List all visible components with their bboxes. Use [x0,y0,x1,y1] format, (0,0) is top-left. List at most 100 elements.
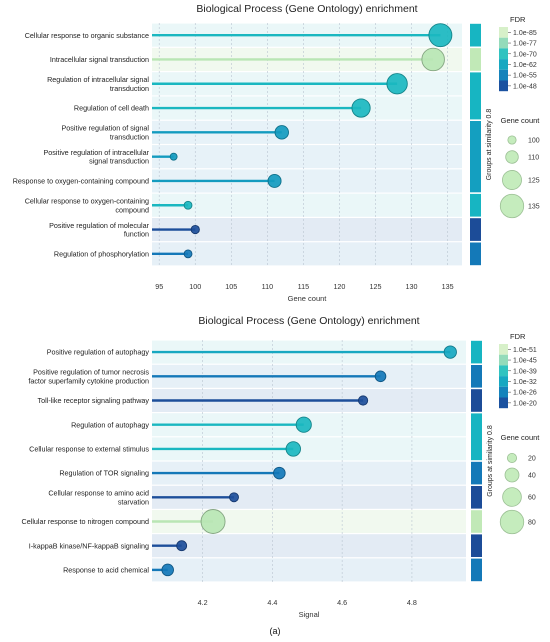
x-tick-label: 4.2 [198,598,208,607]
fdr-legend-label: 1.0e-55 [513,73,537,80]
category-label-line: transduction [110,132,149,141]
group-bar [470,242,481,266]
x-tick-label: 4.8 [407,598,417,607]
group-bar [470,218,481,241]
category-label-line: compound [115,205,149,214]
fdr-legend-label: 1.0e-62 [513,62,537,69]
fdr-legend-swatch [499,59,508,70]
category-label-line: Positive regulation of signal [62,124,150,133]
row-background [152,437,466,461]
fdr-legend-label: 1.0e-48 [513,83,537,90]
category-label-line: Toll-like receptor signaling pathway [38,396,150,405]
group-bar [470,72,481,120]
category-label-line: Regulation of TOR signaling [59,469,149,478]
category-label: Intracellular signal transduction [50,55,149,64]
fdr-legend-label: 1.0e-45 [513,358,537,365]
category-label: Positive regulation of signal transductio… [62,124,150,142]
category-label-line: Response to oxygen-containing compound [13,177,149,186]
category-label-line: Positive regulation of molecular [49,221,149,230]
category-label: Regulation of intracellular signal transd… [47,75,149,93]
row-background [152,169,462,193]
category-label-line: Regulation of phosphorylation [54,249,149,258]
group-axis-label: Groups at similarity 0.8 [486,109,493,181]
fdr-legend-label: 1.0e-32 [513,379,537,386]
row-background [152,242,462,266]
category-label: Regulation of autophagy [71,420,149,429]
row-background [152,534,466,558]
lollipop-dot [190,224,200,235]
x-tick-label: 4.6 [337,598,347,607]
lollipop-dot [200,509,226,534]
fdr-legend-swatch [499,397,508,409]
row-background [152,461,466,485]
size-legend-circle [502,170,522,190]
group-bar [471,389,482,412]
fdr-legend-swatch [499,354,508,366]
size-legend-circle [502,487,522,507]
size-legend-label: 60 [528,495,536,502]
lollipop-dot [351,98,371,118]
x-tick-label: 110 [262,282,273,291]
size-legend-circle [507,135,517,145]
category-label: Cellular response to amino acid starvatio… [48,489,149,507]
size-legend-title: Gene count [501,433,541,442]
category-label: Regulation of cell death [74,104,149,113]
fdr-legend-swatch [499,37,508,49]
fdr-legend-swatch [499,365,508,377]
group-bar [471,365,482,388]
chart-panel-bottom: Biological Process (Gene Ontology) enric… [22,315,541,619]
fdr-legend-swatch [499,48,508,60]
category-label: Response to oxygen-containing compound [13,177,149,186]
size-legend-label: 80 [528,520,536,527]
category-label: Response to acid chemical [63,566,149,575]
group-bar [471,486,482,509]
lollipop-dot [229,492,239,503]
category-label-line: Regulation of autophagy [71,420,149,429]
fdr-legend-label: 1.0e-39 [513,368,537,375]
category-label-line: Regulation of cell death [74,104,149,113]
category-label-line: Intracellular signal transduction [50,55,149,64]
group-bar [471,534,482,557]
lollipop-dot [267,173,282,188]
fdr-legend-swatch [499,344,508,355]
fdr-legend-swatch [499,376,508,387]
category-label-line: Cellular response to external stimulus [29,445,149,454]
category-label-line: signal transduction [89,157,149,166]
size-legend-label: 135 [528,204,540,211]
group-bar [471,340,482,364]
size-legend-title: Gene count [501,116,541,125]
category-label: Cellular response to organic substance [25,31,149,40]
lollipop-dot [428,23,453,48]
category-label-line: transduction [110,84,149,93]
category-label-line: function [124,230,149,239]
fdr-legend-swatch [499,386,508,398]
category-label: Cellular response to oxygen-containing co… [25,196,149,214]
x-tick-label: 100 [189,282,201,291]
group-bar [470,48,481,71]
size-legend-label: 100 [528,138,540,145]
group-bar [470,193,481,217]
category-label-line: Positive regulation of intracellular [44,148,150,157]
chart-panel-top: Biological Process (Gene Ontology) enric… [13,3,541,303]
row-background [152,120,462,144]
category-label: Toll-like receptor signaling pathway [38,396,150,405]
lollipop-dot [274,125,289,140]
fdr-legend-label: 1.0e-51 [513,347,537,354]
lollipop-dot [443,345,457,359]
fdr-legend-swatch [499,80,508,92]
size-legend-label: 20 [528,456,536,463]
lollipop-dot [273,466,286,480]
size-legend-label: 40 [528,473,536,480]
size-legend-circle [505,150,519,164]
chart-title: Biological Process (Gene Ontology) enric… [198,315,419,327]
category-label-line: Cellular response to amino acid [48,489,149,498]
x-tick-label: 125 [369,282,381,291]
x-tick-label: 120 [333,282,345,291]
row-background [152,485,466,509]
category-label-line: Cellular response to nitrogen compound [22,517,149,526]
fdr-legend-swatch [499,69,508,81]
size-legend-circle [506,452,518,464]
lollipop-dot [374,370,387,383]
category-label-line: Positive regulation of autophagy [47,348,150,357]
fdr-legend-label: 1.0e-85 [513,30,537,37]
